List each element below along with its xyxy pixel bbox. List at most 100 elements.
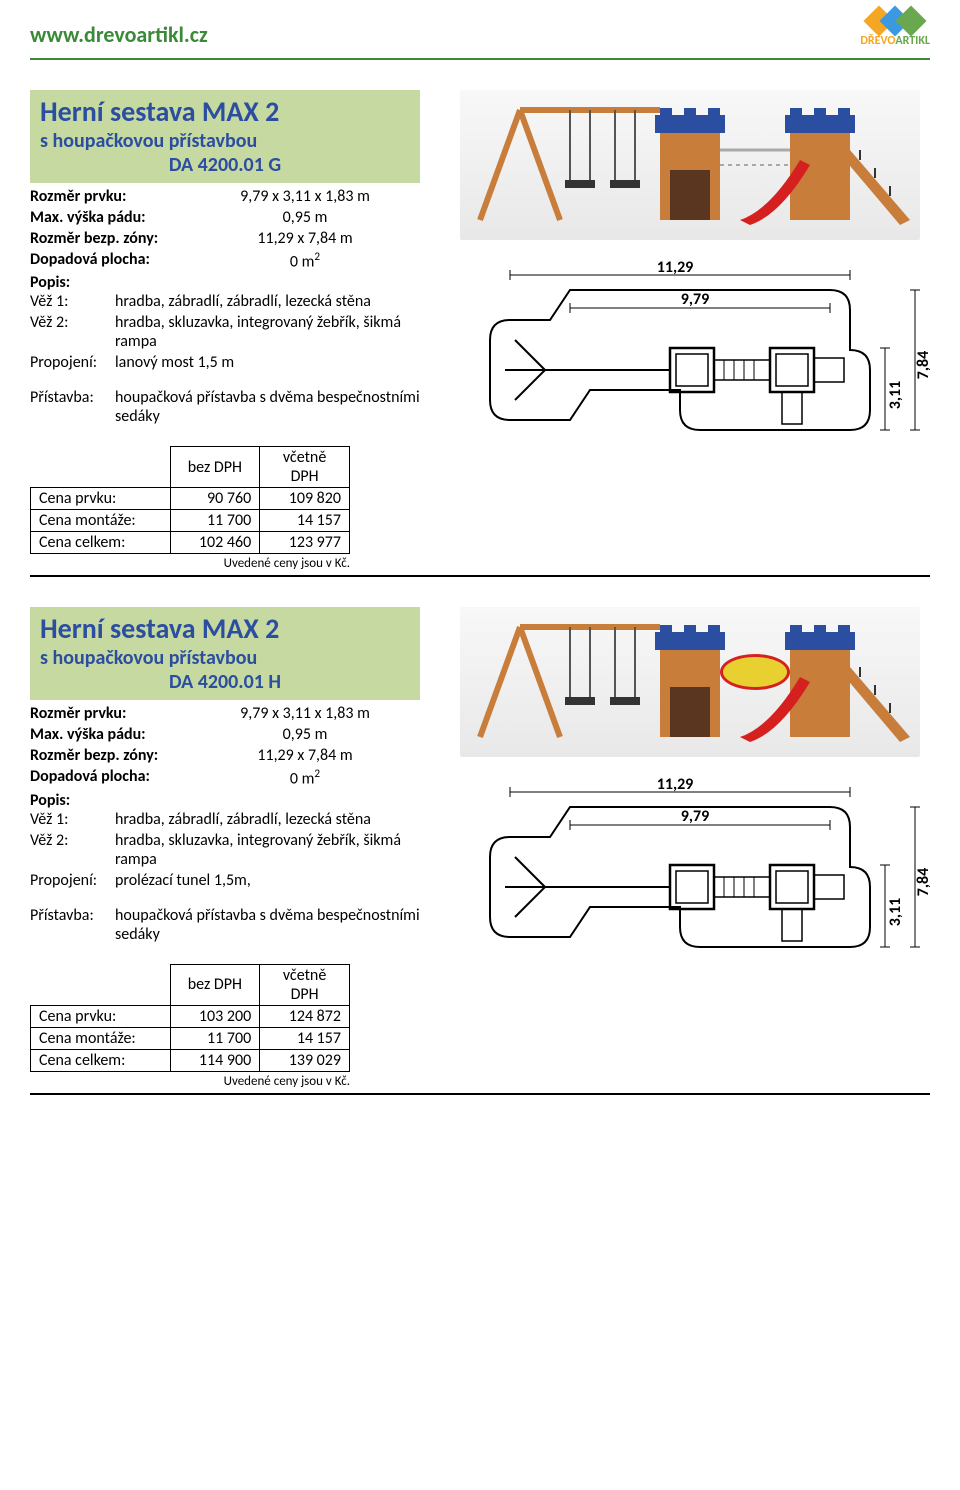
price-note: Uvedené ceny jsou v Kč. <box>30 556 350 571</box>
spec-label: Dopadová plocha: <box>30 767 190 788</box>
desc-row: Věž 2: hradba, skluzavka, integrovaný že… <box>30 831 420 869</box>
spec-label: Max. výška pádu: <box>30 208 190 227</box>
price-header: bez DPH <box>170 964 260 1005</box>
price-header: včetně DPH <box>260 964 350 1005</box>
specs: Rozměr prvku:9,79 x 3,11 x 1,83 m Max. v… <box>30 187 420 271</box>
price-row: Cena prvku: 90 760 109 820 <box>31 488 350 510</box>
svg-text:7,84: 7,84 <box>914 351 930 379</box>
spec-value: 11,29 x 7,84 m <box>190 229 420 248</box>
title-block: Herní sestava MAX 2 s houpačkovou přísta… <box>30 607 420 700</box>
spec-label: Rozměr prvku: <box>30 704 190 723</box>
svg-text:11,29: 11,29 <box>657 777 694 794</box>
logo-diamonds-icon <box>871 10 919 32</box>
price-with-vat: 14 157 <box>260 510 350 532</box>
price-row: Cena celkem: 102 460 123 977 <box>31 532 350 554</box>
spec-value: 0 m2 <box>190 767 420 788</box>
section-divider <box>30 575 930 577</box>
svg-text:3,11: 3,11 <box>886 381 905 409</box>
price-with-vat: 14 157 <box>260 1027 350 1049</box>
price-with-vat: 123 977 <box>260 532 350 554</box>
title-block: Herní sestava MAX 2 s houpačkovou přísta… <box>30 90 420 183</box>
desc-val: hradba, zábradlí, zábradlí, lezecká stěn… <box>115 292 420 311</box>
price-row: Cena celkem: 114 900 139 029 <box>31 1049 350 1071</box>
desc-val: lanový most 1,5 m <box>115 353 420 372</box>
brand-logo: DŘEVOARTIKL <box>860 10 930 48</box>
price-table: bez DPHvčetně DPH Cena prvku: 103 200 12… <box>30 964 350 1072</box>
price-row: Cena montáže: 11 700 14 157 <box>31 510 350 532</box>
price-label: Cena prvku: <box>31 488 171 510</box>
price-with-vat: 139 029 <box>260 1049 350 1071</box>
product-leftcol: Herní sestava MAX 2 s houpačkovou přísta… <box>30 607 420 1088</box>
specs: Rozměr prvku:9,79 x 3,11 x 1,83 m Max. v… <box>30 704 420 788</box>
price-without-vat: 90 760 <box>170 488 260 510</box>
product-plan-drawing: 11,29 9,79 3,11 7,84 <box>450 777 930 1012</box>
desc-key: Propojení: <box>30 353 115 372</box>
svg-text:7,84: 7,84 <box>914 868 930 896</box>
product-code: DA 4200.01 G <box>40 153 410 177</box>
site-url: www.drevoartikl.cz <box>30 21 208 48</box>
product-render-image <box>460 607 920 757</box>
section-divider <box>30 1093 930 1095</box>
svg-text:9,79: 9,79 <box>681 290 709 309</box>
product-rightcol: 11,29 9,79 3,11 7,84 <box>450 607 930 1088</box>
price-without-vat: 114 900 <box>170 1049 260 1071</box>
desc-key: Věž 1: <box>30 292 115 311</box>
price-header: bez DPH <box>170 447 260 488</box>
desc-val: houpačková přístavba s dvěma bespečnostn… <box>115 388 420 426</box>
spec-value: 0 m2 <box>190 250 420 271</box>
svg-text:3,11: 3,11 <box>886 898 905 926</box>
spec-value: 0,95 m <box>190 725 420 744</box>
product-plan-drawing: 11,29 9,79 3,11 7,84 <box>450 260 930 495</box>
spec-label: Dopadová plocha: <box>30 250 190 271</box>
price-without-vat: 11 700 <box>170 510 260 532</box>
desc-row: Přístavba: houpačková přístavba s dvěma … <box>30 388 420 426</box>
header-divider <box>30 58 930 60</box>
product-block: Herní sestava MAX 2 s houpačkovou přísta… <box>30 90 930 571</box>
product-title: Herní sestava MAX 2 <box>40 94 410 129</box>
popis-label: Popis: <box>30 791 420 810</box>
price-note: Uvedené ceny jsou v Kč. <box>30 1074 350 1089</box>
price-without-vat: 11 700 <box>170 1027 260 1049</box>
desc-row: Propojení: prolézací tunel 1,5m, <box>30 871 420 890</box>
desc-key: Přístavba: <box>30 388 115 426</box>
price-with-vat: 124 872 <box>260 1005 350 1027</box>
price-row: Cena prvku: 103 200 124 872 <box>31 1005 350 1027</box>
price-label: Cena celkem: <box>31 1049 171 1071</box>
spec-label: Max. výška pádu: <box>30 725 190 744</box>
product-subtitle: s houpačkovou přístavbou <box>40 129 410 153</box>
desc-val: prolézací tunel 1,5m, <box>115 871 420 890</box>
spec-label: Rozměr bezp. zóny: <box>30 229 190 248</box>
price-label: Cena celkem: <box>31 532 171 554</box>
desc-row: Věž 2: hradba, skluzavka, integrovaný že… <box>30 313 420 351</box>
price-without-vat: 102 460 <box>170 532 260 554</box>
product-leftcol: Herní sestava MAX 2 s houpačkovou přísta… <box>30 90 420 571</box>
desc-key: Věž 2: <box>30 313 115 351</box>
product-block: Herní sestava MAX 2 s houpačkovou přísta… <box>30 607 930 1088</box>
desc-key: Přístavba: <box>30 906 115 944</box>
product-rightcol: 11,29 9,79 3,11 7,84 <box>450 90 930 571</box>
desc-val: hradba, zábradlí, zábradlí, lezecká stěn… <box>115 810 420 829</box>
price-row: Cena montáže: 11 700 14 157 <box>31 1027 350 1049</box>
spec-value: 11,29 x 7,84 m <box>190 746 420 765</box>
price-label: Cena montáže: <box>31 1027 171 1049</box>
price-label: Cena montáže: <box>31 510 171 532</box>
desc-key: Věž 1: <box>30 810 115 829</box>
desc-val: hradba, skluzavka, integrovaný žebřík, š… <box>115 313 420 351</box>
svg-text:9,79: 9,79 <box>681 807 709 826</box>
price-with-vat: 109 820 <box>260 488 350 510</box>
price-table: bez DPHvčetně DPH Cena prvku: 90 760 109… <box>30 446 350 554</box>
page-header: www.drevoartikl.cz DŘEVOARTIKL <box>30 10 930 52</box>
spec-label: Rozměr bezp. zóny: <box>30 746 190 765</box>
product-render-image <box>460 90 920 240</box>
spec-value: 9,79 x 3,11 x 1,83 m <box>190 704 420 723</box>
price-without-vat: 103 200 <box>170 1005 260 1027</box>
desc-row: Přístavba: houpačková přístavba s dvěma … <box>30 906 420 944</box>
spec-label: Rozměr prvku: <box>30 187 190 206</box>
desc-row: Propojení: lanový most 1,5 m <box>30 353 420 372</box>
price-header: včetně DPH <box>260 447 350 488</box>
spec-value: 0,95 m <box>190 208 420 227</box>
popis-label: Popis: <box>30 273 420 292</box>
desc-key: Propojení: <box>30 871 115 890</box>
price-label: Cena prvku: <box>31 1005 171 1027</box>
desc-val: houpačková přístavba s dvěma bespečnostn… <box>115 906 420 944</box>
